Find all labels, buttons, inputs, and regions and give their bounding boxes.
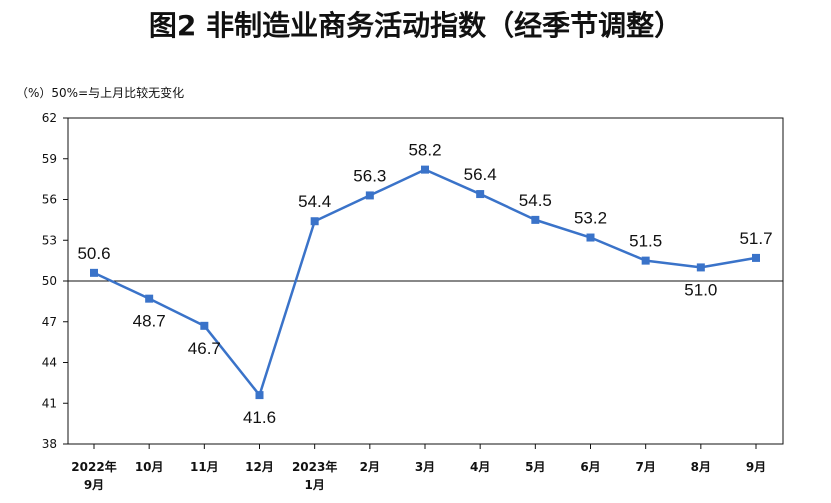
x-tick-label: 5月 (525, 460, 545, 474)
y-tick-label: 38 (42, 437, 57, 451)
data-point-marker (145, 294, 154, 303)
unit-note: （%）50%=与上月比较无变化 (16, 86, 185, 100)
data-label: 56.3 (353, 166, 386, 185)
data-label: 46.7 (188, 339, 221, 358)
y-tick-label: 53 (42, 233, 57, 247)
x-tick-label: 3月 (415, 460, 435, 474)
data-point-marker (421, 165, 429, 174)
x-tick-label: 12月 (245, 460, 274, 474)
data-label: 54.5 (519, 191, 552, 210)
y-tick-label: 47 (42, 315, 57, 329)
data-point-marker (476, 190, 485, 199)
chart-title: 图2 非制造业商务活动指数（经季节调整） (148, 9, 683, 42)
x-tick-label: 9月 (746, 460, 766, 474)
data-label: 41.6 (243, 408, 276, 427)
x-axis-ticks: 2022年 9月 10月 11月 12月 2023年 1月 2月 3月 4月 5月 6月 7月 8月 9月 (71, 444, 766, 492)
data-point-marker (365, 191, 374, 200)
y-tick-label: 62 (42, 111, 57, 125)
y-axis-ticks: 62 59 56 53 50 47 44 41 38 (42, 111, 68, 451)
data-point-marker (90, 268, 98, 277)
data-point-marker (310, 217, 319, 226)
x-tick-label: 2月 (360, 460, 380, 474)
data-label: 50.6 (77, 244, 110, 263)
x-tick-label: 10月 (135, 460, 164, 474)
data-point-marker (531, 215, 540, 224)
data-point-marker (255, 391, 264, 400)
data-point-marker (586, 233, 595, 242)
x-tick-label: 7月 (635, 460, 655, 474)
x-tick-label: 2023年 1月 (292, 459, 337, 492)
x-tick-label: 8月 (691, 460, 711, 474)
x-tick-label: 11月 (190, 460, 219, 474)
data-point-marker (752, 253, 760, 262)
y-tick-label: 50 (42, 274, 57, 288)
y-tick-label: 41 (42, 396, 57, 410)
data-label: 51.0 (684, 280, 717, 299)
x-tick-label: 6月 (580, 460, 600, 474)
y-tick-label: 44 (42, 356, 57, 370)
y-tick-label: 59 (42, 152, 57, 166)
data-label: 53.2 (574, 209, 607, 228)
data-labels: 50.6 48.7 46.7 41.6 54.4 56.3 58.2 56.4 54.5 53.2… (77, 141, 772, 427)
series-polyline (93, 168, 757, 397)
data-label: 48.7 (133, 312, 166, 331)
x-tick-label: 4月 (470, 460, 490, 474)
data-point-marker (641, 256, 650, 265)
data-point-marker (200, 321, 209, 330)
data-point-marker (696, 263, 705, 272)
x-tick-label: 2022年 9月 (71, 459, 116, 492)
data-label: 54.4 (298, 192, 331, 211)
data-label: 56.4 (464, 165, 497, 184)
data-label: 51.7 (739, 229, 772, 248)
series-line (90, 165, 760, 400)
data-label: 51.5 (629, 232, 662, 251)
y-tick-label: 56 (42, 193, 57, 207)
data-label: 58.2 (408, 141, 441, 160)
